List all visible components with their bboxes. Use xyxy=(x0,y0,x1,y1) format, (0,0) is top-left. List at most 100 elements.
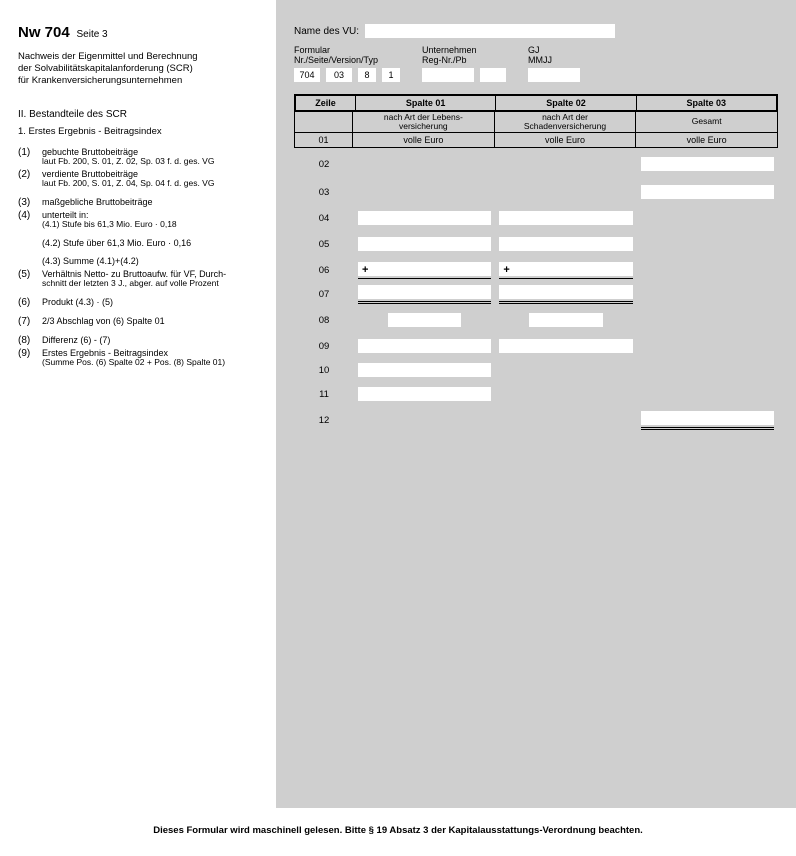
line-item-index: (7) xyxy=(18,316,42,327)
line-item-text: 2/3 Abschlag von (6) Spalte 01 xyxy=(42,316,266,327)
row-zeile: 07 xyxy=(294,289,354,300)
row-zeile: 04 xyxy=(294,213,354,224)
col-sp01: Spalte 01 xyxy=(356,96,496,110)
data-row: 10 xyxy=(294,358,778,382)
line-item-text: (4.2) Stufe über 61,3 Mio. Euro · 0,16 xyxy=(42,238,266,248)
value-input[interactable] xyxy=(529,313,602,327)
line-item-index: (5) xyxy=(18,269,42,289)
line-item: (3)maßgebliche Bruttobeiträge xyxy=(18,197,266,208)
value-input[interactable] xyxy=(499,237,632,251)
line-item-index: (6) xyxy=(18,297,42,308)
data-row: 05 xyxy=(294,230,778,258)
data-cell-sp01 xyxy=(354,211,495,225)
value-input[interactable] xyxy=(641,185,774,199)
row-01-zeile: 01 xyxy=(295,133,353,147)
meta-label: Reg-Nr./Pb xyxy=(422,56,506,66)
value-input[interactable] xyxy=(641,157,774,171)
gj-input[interactable] xyxy=(528,68,580,82)
row-zeile: 03 xyxy=(294,187,354,198)
value-input[interactable] xyxy=(499,339,632,353)
data-row: 07 xyxy=(294,282,778,306)
sub-sp01: nach Art der Lebens- versicherung xyxy=(353,112,495,133)
row-zeile: 05 xyxy=(294,239,354,250)
line-item-text: Produkt (4.3) · (5) xyxy=(42,297,266,308)
subtitle-line: für Krankenversicherungsunternehmen xyxy=(18,75,266,87)
vu-name-input[interactable] xyxy=(365,24,615,38)
data-cell-sp02 xyxy=(495,313,636,327)
line-item-text: verdiente Bruttobeiträgelaut Fb. 200, S.… xyxy=(42,169,266,189)
line-item-index: (3) xyxy=(18,197,42,208)
formular-version-input[interactable]: 8 xyxy=(358,68,376,82)
data-row: 03 xyxy=(294,178,778,206)
reg-nr-input[interactable] xyxy=(422,68,474,82)
data-rows: 0203040506++070809101112 xyxy=(294,150,778,434)
value-input[interactable] xyxy=(499,211,632,225)
data-cell-sp01 xyxy=(354,363,495,377)
row-zeile: 11 xyxy=(294,389,354,400)
vu-label: Name des VU: xyxy=(294,26,359,37)
row-zeile: 02 xyxy=(294,159,354,170)
section-heading: II. Bestandteile des SCR xyxy=(18,109,266,120)
meta-label: MMJJ xyxy=(528,56,580,66)
line-item: (8)Differenz (6) - (7) xyxy=(18,335,266,346)
line-item: (6)Produkt (4.3) · (5) xyxy=(18,297,266,308)
line-item-text: (4.3) Summe (4.1)+(4.2) xyxy=(42,256,266,266)
form-id: Nw 704 xyxy=(18,24,70,41)
value-input[interactable] xyxy=(358,339,491,353)
data-cell-sp02: + xyxy=(495,262,636,279)
value-input[interactable] xyxy=(641,411,774,425)
line-item: (4.2) Stufe über 61,3 Mio. Euro · 0,16 xyxy=(18,238,266,248)
data-row: 06++ xyxy=(294,258,778,282)
line-item: (1)gebuchte Bruttobeiträgelaut Fb. 200, … xyxy=(18,147,266,167)
col-zeile: Zeile xyxy=(296,96,356,110)
formular-typ-input[interactable]: 1 xyxy=(382,68,400,82)
line-item: (2)verdiente Bruttobeiträgelaut Fb. 200,… xyxy=(18,169,266,189)
meta-unternehmen: Unternehmen Reg-Nr./Pb xyxy=(422,46,506,82)
sub-zeile-blank xyxy=(295,112,353,133)
plus-icon: + xyxy=(503,264,509,276)
line-item-text: Differenz (6) - (7) xyxy=(42,335,266,346)
line-item-index: (1) xyxy=(18,147,42,167)
grid-header: Zeile Spalte 01 Spalte 02 Spalte 03 nach… xyxy=(294,94,778,149)
data-cell-sp03 xyxy=(637,157,778,171)
sub-sp03: Gesamt xyxy=(636,112,777,133)
line-item-text: unterteilt in:(4.1) Stufe bis 61,3 Mio. … xyxy=(42,210,266,230)
line-item-index xyxy=(18,238,42,248)
line-item-text: Verhältnis Netto- zu Bruttoaufw. für VF,… xyxy=(42,269,266,289)
euro-sp02: volle Euro xyxy=(495,133,637,147)
row-zeile: 09 xyxy=(294,341,354,352)
formular-nr-input[interactable]: 704 xyxy=(294,68,320,82)
value-input[interactable] xyxy=(388,313,461,327)
row-zeile: 10 xyxy=(294,365,354,376)
value-input[interactable] xyxy=(358,363,491,377)
euro-sp01: volle Euro xyxy=(353,133,495,147)
line-item-text: gebuchte Bruttobeiträgelaut Fb. 200, S. … xyxy=(42,147,266,167)
value-input[interactable] xyxy=(358,387,491,401)
value-input[interactable] xyxy=(358,211,491,225)
line-item-index: (9) xyxy=(18,348,42,368)
value-input[interactable] xyxy=(358,237,491,251)
subsection-heading: 1. Erstes Ergebnis - Beitragsindex xyxy=(18,126,266,137)
meta-formular: Formular Nr./Seite/Version/Typ 704 03 8 … xyxy=(294,46,400,82)
value-input[interactable] xyxy=(499,262,632,276)
line-item-index: (2) xyxy=(18,169,42,189)
row-zeile: 06 xyxy=(294,265,354,276)
pb-input[interactable] xyxy=(480,68,506,82)
form-subtitle: Nachweis der Eigenmittel und Berechnung … xyxy=(18,51,266,87)
data-cell-sp01 xyxy=(354,313,495,327)
formular-seite-input[interactable]: 03 xyxy=(326,68,352,82)
data-cell-sp03 xyxy=(637,411,778,430)
subtitle-line: Nachweis der Eigenmittel und Berechnung xyxy=(18,51,266,63)
value-input[interactable] xyxy=(358,262,491,276)
data-row: 09 xyxy=(294,334,778,358)
meta-gj: GJ MMJJ xyxy=(528,46,580,82)
value-input[interactable] xyxy=(358,285,491,299)
form-page: Seite 3 xyxy=(76,29,107,40)
footer-note: Dieses Formular wird maschinell gelesen.… xyxy=(0,825,796,836)
value-input[interactable] xyxy=(499,285,632,299)
subtitle-line: der Solvabilitätskapitalanforderung (SCR… xyxy=(18,63,266,75)
meta-label: Nr./Seite/Version/Typ xyxy=(294,56,400,66)
data-row: 02 xyxy=(294,150,778,178)
data-cell-sp02 xyxy=(495,211,636,225)
line-item: (7)2/3 Abschlag von (6) Spalte 01 xyxy=(18,316,266,327)
